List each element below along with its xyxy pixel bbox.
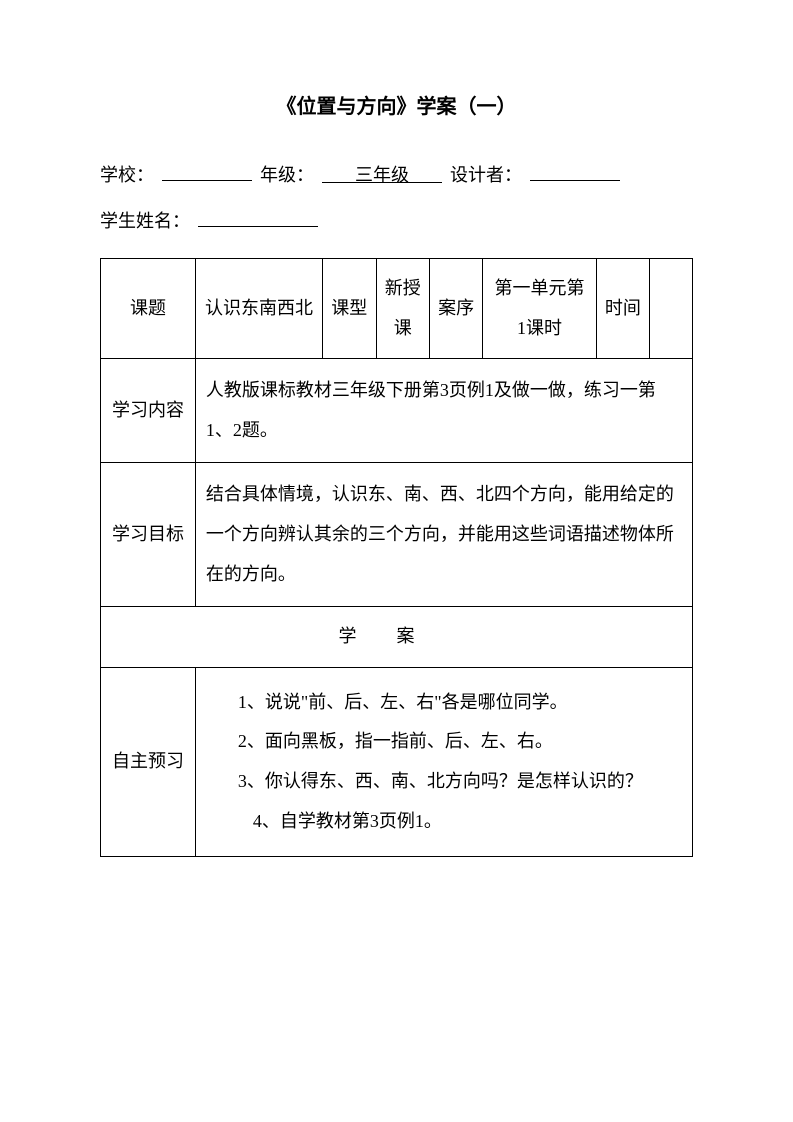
- student-label: 学生姓名：: [100, 207, 190, 233]
- topic-label-cell: 课题: [101, 259, 196, 359]
- preview-item-2: 2、面向黑板，指一指前、后、左、右。: [208, 722, 680, 762]
- content-value-cell: 人教版课标教材三年级下册第3页例1及做一做，练习一第1、2题。: [195, 359, 692, 463]
- header-line-1: 学校： 年级： 三年级 设计者：: [100, 159, 693, 187]
- lesson-table: 课题 认识东南西北 课型 新授课 案序 第一单元第1课时 时间 学习内容 人教版…: [100, 258, 693, 857]
- school-field[interactable]: [162, 159, 252, 181]
- page-title: 《位置与方向》学案（一）: [100, 90, 693, 119]
- designer-label: 设计者：: [450, 161, 522, 187]
- seq-value-cell: 第一单元第1课时: [483, 259, 596, 359]
- grade-label: 年级：: [260, 161, 314, 187]
- type-label-cell: 课型: [323, 259, 376, 359]
- preview-item-4: 4、自学教材第3页例1。: [208, 802, 680, 842]
- student-field[interactable]: [198, 205, 318, 227]
- preview-item-3: 3、你认得东、西、南、北方向吗？是怎样认识的？: [208, 762, 680, 802]
- designer-field[interactable]: [530, 159, 620, 181]
- grade-field[interactable]: 三年级: [322, 161, 442, 183]
- type-value-cell: 新授课: [376, 259, 429, 359]
- preview-value-cell: 1、说说"前、后、左、右"各是哪位同学。 2、面向黑板，指一指前、后、左、右。 …: [195, 667, 692, 856]
- school-label: 学校：: [100, 161, 154, 187]
- table-row-info: 课题 认识东南西北 课型 新授课 案序 第一单元第1课时 时间: [101, 259, 693, 359]
- time-value-cell: [650, 259, 693, 359]
- time-label-cell: 时间: [596, 259, 649, 359]
- table-row-content: 学习内容 人教版课标教材三年级下册第3页例1及做一做，练习一第1、2题。: [101, 359, 693, 463]
- header-line-2: 学生姓名：: [100, 205, 693, 233]
- topic-value-cell: 认识东南西北: [195, 259, 322, 359]
- preview-label-cell: 自主预习: [101, 667, 196, 856]
- preview-item-1: 1、说说"前、后、左、右"各是哪位同学。: [208, 683, 680, 723]
- seq-label-cell: 案序: [429, 259, 482, 359]
- table-row-preview: 自主预习 1、说说"前、后、左、右"各是哪位同学。 2、面向黑板，指一指前、后、…: [101, 667, 693, 856]
- content-label-cell: 学习内容: [101, 359, 196, 463]
- table-row-section-header: 学案: [101, 607, 693, 668]
- goal-label-cell: 学习目标: [101, 463, 196, 607]
- section-header-cell: 学案: [101, 607, 693, 668]
- goal-value-cell: 结合具体情境，认识东、南、西、北四个方向，能用给定的一个方向辨认其余的三个方向，…: [195, 463, 692, 607]
- table-row-goal: 学习目标 结合具体情境，认识东、南、西、北四个方向，能用给定的一个方向辨认其余的…: [101, 463, 693, 607]
